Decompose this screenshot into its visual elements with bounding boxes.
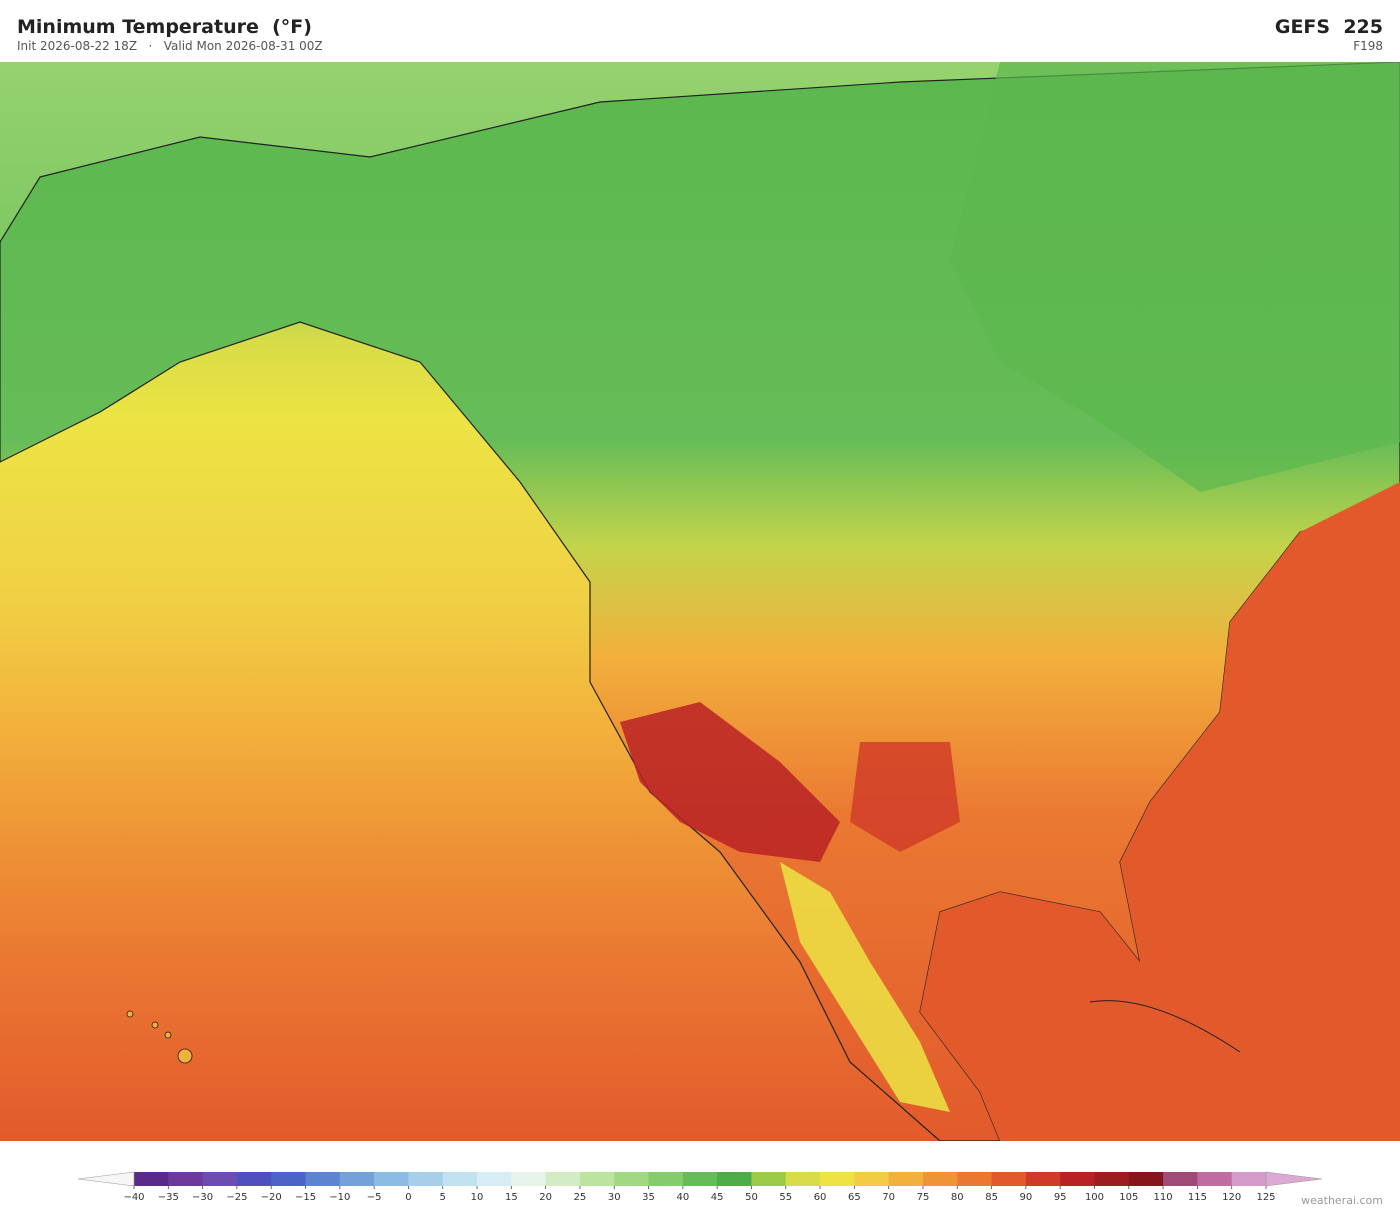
colorbar-tick-label: 120 xyxy=(1222,1192,1241,1203)
map xyxy=(0,62,1400,1141)
colorbar-bin xyxy=(1094,1172,1130,1186)
colorbar-bin xyxy=(408,1172,444,1186)
colorbar-tick-label: 105 xyxy=(1119,1192,1138,1203)
colorbar-bin xyxy=(820,1172,855,1186)
colorbar-bin xyxy=(957,1172,993,1186)
colorbar-bin xyxy=(374,1172,409,1186)
atlantic-gulf xyxy=(920,482,1400,1141)
colorbar-bin xyxy=(785,1172,821,1186)
colorbar-bin xyxy=(1197,1172,1233,1186)
credit: weatherai.com xyxy=(1301,1194,1383,1207)
colorbar-tick-label: −25 xyxy=(226,1192,247,1203)
colorbar-tick-label: −20 xyxy=(261,1192,282,1203)
colorbar-tick-label: −35 xyxy=(158,1192,179,1203)
southwest-heat xyxy=(620,702,840,862)
colorbar-tick-label: 125 xyxy=(1256,1192,1275,1203)
colorbar-bin xyxy=(888,1172,924,1186)
colorbar-tick-label: −30 xyxy=(192,1192,213,1203)
forecast-hour: F198 xyxy=(1353,39,1383,53)
colorbar-bin xyxy=(614,1172,650,1186)
colorbar-tick-label: 95 xyxy=(1054,1192,1067,1203)
colorbar-bin xyxy=(854,1172,890,1186)
colorbar-bin xyxy=(922,1172,958,1186)
colorbar-bin xyxy=(682,1172,718,1186)
mexico-highlands xyxy=(780,862,950,1112)
colorbar-tick-label: 110 xyxy=(1154,1192,1173,1203)
colorbar-tick-label: 5 xyxy=(440,1192,446,1203)
colorbar-extend-low xyxy=(77,1171,135,1187)
colorbar-bin xyxy=(305,1172,341,1186)
colorbar-tick-label: 15 xyxy=(505,1192,518,1203)
colorbar-tick-label: 10 xyxy=(471,1192,484,1203)
colorbar: −40 −35 −30 −25 −20 −15 −10 −5 0 5 10 15 20 25 30 35 40 4… xyxy=(77,1171,1323,1203)
hawaii xyxy=(126,1010,193,1064)
colorbar-tick-label: 0 xyxy=(405,1192,411,1203)
colorbar-bin xyxy=(134,1172,169,1186)
colorbar-tick-label: 30 xyxy=(608,1192,621,1203)
colorbar-bin xyxy=(339,1172,375,1186)
colorbar-bin xyxy=(442,1172,478,1186)
colorbar-bin xyxy=(1163,1172,1198,1186)
colorbar-bin xyxy=(1060,1172,1095,1186)
colorbar-bin xyxy=(991,1172,1027,1186)
colorbar-bin xyxy=(579,1172,615,1186)
colorbar-extend-high xyxy=(1265,1171,1323,1187)
colorbar-bin xyxy=(648,1172,684,1186)
colorbar-tick-label: 75 xyxy=(917,1192,930,1203)
colorbar-bin xyxy=(717,1172,752,1186)
colorbar-tick-label: 60 xyxy=(814,1192,827,1203)
colorbar-bin xyxy=(202,1172,238,1186)
colorbar-bin xyxy=(511,1172,547,1186)
colorbar-tick-label: 20 xyxy=(539,1192,552,1203)
colorbar-tick-label: 35 xyxy=(642,1192,655,1203)
colorbar-tick-label: 50 xyxy=(745,1192,758,1203)
colorbar-tick-label: −15 xyxy=(295,1192,316,1203)
canada-east xyxy=(950,62,1400,492)
colorbar-tick-label: −10 xyxy=(329,1192,350,1203)
colorbar-tick-label: 100 xyxy=(1085,1192,1104,1203)
plains-heat xyxy=(850,742,960,852)
cuba-coast xyxy=(1089,1000,1241,1053)
colorbar-tick-label: 65 xyxy=(848,1192,861,1203)
title: Minimum Temperature (°F) xyxy=(17,16,312,38)
colorbar-tick-label: 70 xyxy=(882,1192,895,1203)
colorbar-tick-label: 45 xyxy=(711,1192,724,1203)
colorbar-tick-label: −40 xyxy=(123,1192,144,1203)
colorbar-tick-label: 40 xyxy=(676,1192,689,1203)
colorbar-bin xyxy=(477,1172,512,1186)
colorbar-bin xyxy=(1231,1172,1267,1186)
colorbar-bin xyxy=(236,1172,272,1186)
colorbar-tick-label: 25 xyxy=(574,1192,587,1203)
colorbar-tick-label: 80 xyxy=(951,1192,964,1203)
colorbar-bin xyxy=(1025,1172,1061,1186)
colorbar-tick-label: 115 xyxy=(1188,1192,1207,1203)
colorbar-bin xyxy=(751,1172,787,1186)
colorbar-bin xyxy=(1128,1172,1164,1186)
colorbar-tick-label: 90 xyxy=(1020,1192,1033,1203)
colorbar-tick-label: −5 xyxy=(367,1192,382,1203)
colorbar-bin xyxy=(545,1172,581,1186)
colorbar-bin xyxy=(168,1172,204,1186)
subtitle: Init 2026-08-22 18Z · Valid Mon 2026-08-… xyxy=(17,39,323,53)
colorbar-tick-label: 55 xyxy=(779,1192,792,1203)
colorbar-tick-label: 85 xyxy=(985,1192,998,1203)
model: GEFS 225 xyxy=(1274,16,1383,38)
colorbar-bin xyxy=(271,1172,307,1186)
